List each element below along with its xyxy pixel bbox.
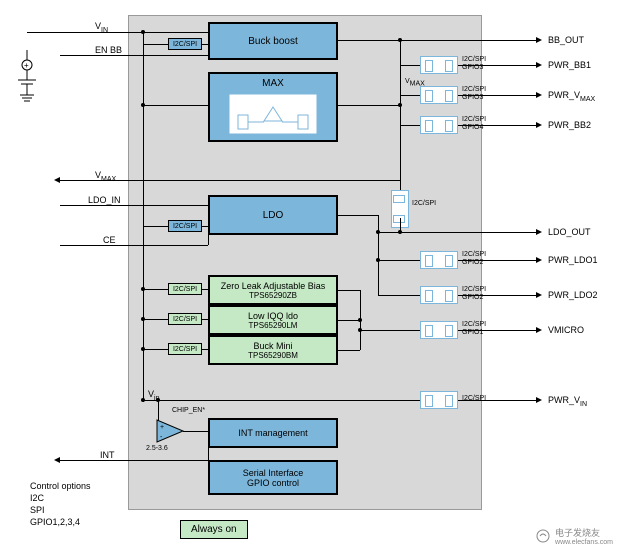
- switch-pwr-ldo2: [420, 286, 458, 304]
- ctrl-pwr-bb1: I2C/SPIGPIO3: [462, 56, 486, 72]
- ctrl-pwr-ldo1: I2C/SPIGPIO2: [462, 251, 486, 267]
- label-pwr-vin: PWR_VIN: [548, 395, 587, 408]
- block-serial: Serial Interface GPIO control: [208, 460, 338, 495]
- label-ldo-out: LDO_OUT: [548, 227, 591, 237]
- label-vin: VIN: [95, 21, 108, 34]
- block-low-iqq: Low IQQ ldo TPS65290LM: [208, 305, 338, 335]
- ctrl-lowiqq-i2c: I2C/SPI: [168, 313, 202, 325]
- legend-always-on: Always on: [180, 520, 248, 539]
- block-max: MAX: [208, 72, 338, 142]
- label-en-bb: EN BB: [95, 45, 122, 55]
- label-int: INT: [100, 450, 115, 460]
- ctrl-zeroleak-i2c: I2C/SPI: [168, 283, 202, 295]
- switch-pwr-ldo1: [420, 251, 458, 269]
- ctrl-pwr-ldo2: I2C/SPIGPIO2: [462, 286, 486, 302]
- svg-text:+: +: [24, 61, 29, 70]
- switch-pwr-bb1: [420, 56, 458, 74]
- label-pwr-bb1: PWR_BB1: [548, 60, 591, 70]
- switch-pwr-vmax: [420, 86, 458, 104]
- watermark: 电子发烧友 www.elecfans.com: [535, 526, 613, 546]
- ctrl-pwr-vin: I2C/SPI: [462, 395, 486, 403]
- block-buck-boost: Buck boost: [208, 22, 338, 60]
- label-pwr-vmax: PWR_VMAX: [548, 90, 595, 103]
- block-int-mgmt: INT management: [208, 418, 338, 448]
- block-ldo: LDO: [208, 195, 338, 235]
- label-bb-out: BB_OUT: [548, 35, 584, 45]
- battery-icon: +: [12, 50, 42, 120]
- label-ce: CE: [103, 235, 116, 245]
- switch-vmicro: [420, 321, 458, 339]
- block-zero-leak: Zero Leak Adjustable Bias TPS65290ZB: [208, 275, 338, 305]
- label-pwr-bb2: PWR_BB2: [548, 120, 591, 130]
- label-pwr-ldo2: PWR_LDO2: [548, 290, 598, 300]
- svg-text:+: +: [160, 424, 164, 431]
- label-vmax: VMAX: [95, 170, 116, 183]
- switch-pwr-bb2: [420, 116, 458, 134]
- switch-pwr-vin: [420, 391, 458, 409]
- label-ldo-in: LDO_IN: [88, 195, 121, 205]
- control-options: Control options I2C SPI GPIO1,2,3,4: [30, 480, 91, 528]
- label-comp-range: 2.5-3.6: [146, 445, 168, 453]
- ctrl-pwr-vmax: I2C/SPIGPIO3: [462, 86, 486, 102]
- label-pwr-ldo1: PWR_LDO1: [548, 255, 598, 265]
- ctrl-buckboost-i2c: I2C/SPI: [168, 38, 202, 50]
- ctrl-pwr-bb2: I2C/SPIGPIO4: [462, 116, 486, 132]
- comparator-icon: + -: [155, 418, 195, 446]
- ctrl-vmicro: I2C/SPIGPIO1: [462, 321, 486, 337]
- ctrl-ldo-i2c: I2C/SPI: [168, 220, 202, 232]
- ctrl-buckmini-i2c: I2C/SPI: [168, 343, 202, 355]
- diagram-canvas: + VIN EN BB Buck boost I2C/SPI BB_OUT MA…: [0, 0, 621, 550]
- label-chip-en: CHIP_EN*: [172, 407, 205, 415]
- block-buck-mini: Buck Mini TPS65290BM: [208, 335, 338, 365]
- label-vmicro: VMICRO: [548, 325, 584, 335]
- ctrl-vmax-switch: I2C/SPI: [412, 200, 436, 208]
